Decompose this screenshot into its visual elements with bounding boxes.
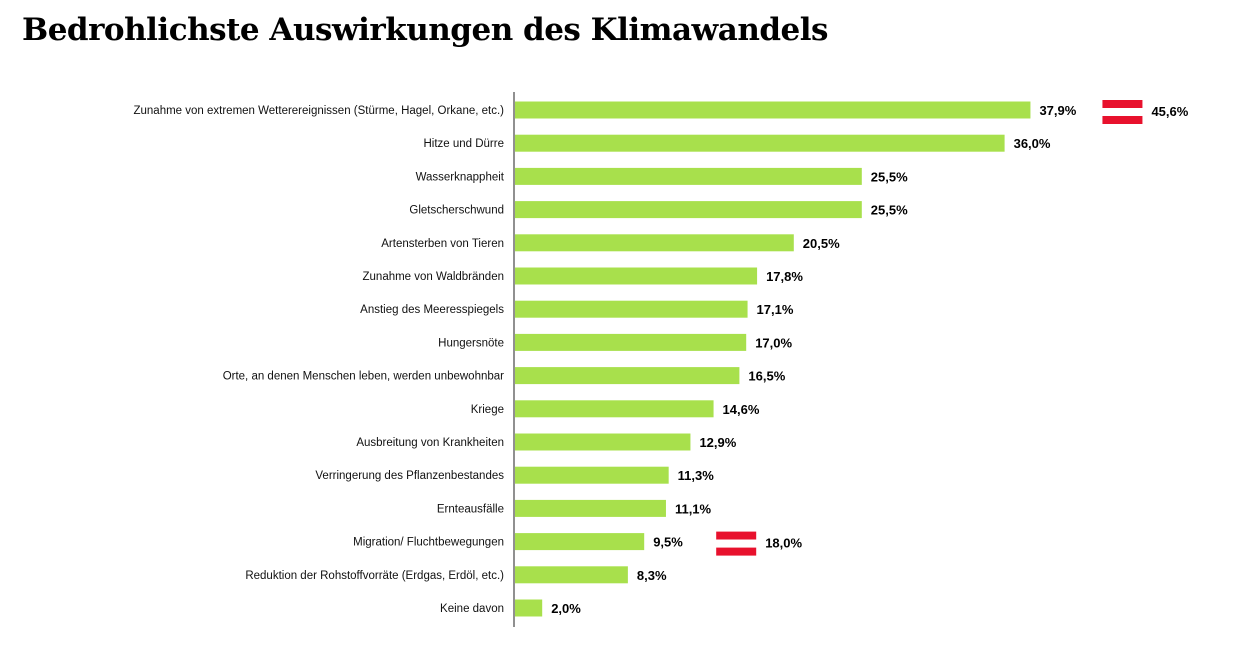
austria-flag-icon <box>716 531 757 556</box>
category-label: Reduktion der Rohstoffvorräte (Erdgas, E… <box>245 570 504 582</box>
category-label: Artensterben von Tieren <box>381 238 504 250</box>
value-label: 16,5% <box>748 369 785 384</box>
value-label: 20,5% <box>803 236 840 251</box>
flag-stripe-white <box>716 539 757 548</box>
category-label: Wasserknappheit <box>416 171 505 183</box>
category-label: Anstieg des Meeresspiegels <box>360 304 504 316</box>
category-label: Migration/ Fluchtbewegungen <box>353 537 504 549</box>
flag-stripe-red <box>1102 116 1143 124</box>
bar <box>515 167 862 185</box>
chart-title: Bedrohlichste Auswirkungen des Klimawand… <box>22 12 829 48</box>
category-label: Zunahme von extremen Wetterereignissen (… <box>133 105 504 117</box>
bar <box>515 267 758 285</box>
bar <box>515 234 794 252</box>
category-label: Hungersnöte <box>438 337 504 349</box>
bar <box>515 533 645 551</box>
value-label: 14,6% <box>723 402 760 417</box>
value-label: 25,5% <box>871 169 908 184</box>
value-label: 12,9% <box>699 435 736 450</box>
flag-stripe-red <box>716 531 757 540</box>
bar <box>515 566 628 584</box>
austria-flag-icon <box>1102 100 1143 124</box>
bar <box>515 433 691 451</box>
category-label: Hitze und Dürre <box>423 138 504 150</box>
category-label: Ernteausfälle <box>437 503 504 515</box>
category-label: Keine davon <box>440 603 504 615</box>
category-label: Gletscherschwund <box>409 205 504 217</box>
value-label: 9,5% <box>653 535 683 550</box>
value-label: 25,5% <box>871 203 908 218</box>
value-label: 17,8% <box>766 269 803 284</box>
bar <box>515 599 543 617</box>
flag-stripe-red <box>716 547 757 556</box>
bar <box>515 134 1005 152</box>
value-label: 17,0% <box>755 335 792 350</box>
category-label: Orte, an denen Menschen leben, werden un… <box>223 371 504 383</box>
bar <box>515 300 748 318</box>
value-label: 11,3% <box>678 468 715 483</box>
category-label: Verringerung des Pflanzenbestandes <box>315 470 504 482</box>
category-label: Zunahme von Waldbränden <box>363 271 505 283</box>
bars-group: Zunahme von extremen Wetterereignissen (… <box>133 100 1189 617</box>
bar <box>515 333 747 351</box>
austria-value-label: 18,0% <box>765 536 802 551</box>
value-label: 8,3% <box>637 568 667 583</box>
flag-stripe-red <box>1102 100 1143 108</box>
value-label: 37,9% <box>1039 103 1076 118</box>
value-label: 2,0% <box>551 601 581 616</box>
bar <box>515 400 714 418</box>
bar <box>515 499 666 517</box>
value-label: 11,1% <box>675 501 712 516</box>
austria-value-label: 45,6% <box>1151 104 1188 119</box>
flag-stripe-white <box>1102 108 1143 116</box>
value-label: 36,0% <box>1014 136 1051 151</box>
bar <box>515 101 1031 119</box>
category-label: Ausbreitung von Krankheiten <box>356 437 504 449</box>
bar <box>515 201 862 219</box>
bar <box>515 466 669 484</box>
bar <box>515 367 740 385</box>
value-label: 17,1% <box>757 302 794 317</box>
category-label: Kriege <box>471 404 504 416</box>
